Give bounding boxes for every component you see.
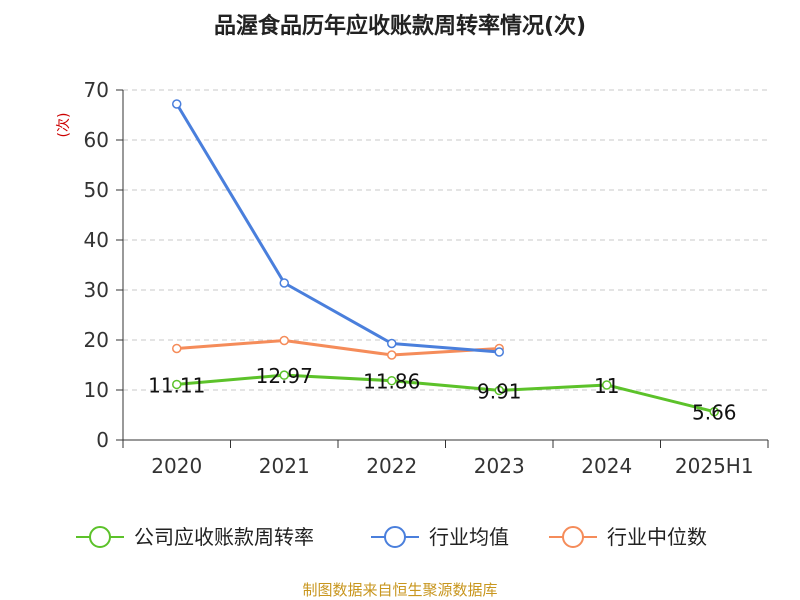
data-label: 11 bbox=[594, 374, 619, 398]
y-tick-label: 60 bbox=[84, 128, 109, 152]
data-point bbox=[172, 379, 182, 390]
y-tick-label: 10 bbox=[84, 378, 109, 402]
legend-label: 行业中位数 bbox=[607, 525, 707, 549]
y-tick-label: 20 bbox=[84, 328, 109, 352]
axes: 0 10 20 30 40 50 60 70 2020 2021 2022 2023 2024 2025H… bbox=[84, 78, 769, 478]
y-axis-label: (次) bbox=[56, 113, 72, 138]
legend: 公司应收账款周转率 行业均值 行业中位数 bbox=[76, 525, 707, 549]
series-line bbox=[176, 373, 715, 414]
x-tick-label: 2023 bbox=[474, 454, 525, 478]
legend-label: 行业均值 bbox=[429, 525, 509, 549]
data-label: 12.97 bbox=[256, 364, 313, 388]
legend-marker bbox=[384, 526, 406, 548]
data-point bbox=[494, 347, 504, 357]
y-tick-label: 30 bbox=[84, 278, 109, 302]
x-tick-label: 2024 bbox=[581, 454, 632, 478]
data-point bbox=[279, 335, 289, 346]
source-note: 制图数据来自恒生聚源数据库 bbox=[302, 581, 497, 599]
chart-title: 品渥食品历年应收账款周转率情况(次) bbox=[214, 13, 586, 39]
y-tick-label: 50 bbox=[84, 178, 109, 202]
series-line bbox=[175, 103, 500, 354]
legend-marker bbox=[562, 526, 584, 548]
data-point bbox=[387, 350, 397, 360]
data-point bbox=[602, 380, 612, 390]
y-tick-label: 40 bbox=[84, 228, 109, 252]
data-point bbox=[387, 338, 397, 349]
y-tick-label: 70 bbox=[84, 78, 109, 102]
x-tick-label: 2022 bbox=[366, 454, 417, 478]
data-label: 11.86 bbox=[363, 370, 420, 394]
data-label: 11.11 bbox=[148, 373, 205, 397]
legend-label: 公司应收账款周转率 bbox=[134, 525, 314, 549]
data-point bbox=[709, 406, 719, 417]
legend-item: 行业均值 bbox=[371, 525, 509, 549]
data-label: 9.91 bbox=[477, 379, 522, 403]
data-point bbox=[387, 375, 397, 386]
legend-marker bbox=[89, 526, 111, 548]
data-labels: 11.11 12.97 11.86 9.91 11 5.66 bbox=[148, 364, 736, 425]
legend-item: 公司应收账款周转率 bbox=[76, 525, 314, 549]
series-layer bbox=[172, 99, 719, 417]
x-tick-label: 2021 bbox=[259, 454, 310, 478]
data-point bbox=[172, 343, 182, 354]
data-label: 5.66 bbox=[692, 401, 737, 425]
x-tick-label: 2020 bbox=[151, 454, 202, 478]
data-point bbox=[279, 370, 289, 380]
y-tick-label: 0 bbox=[96, 428, 109, 452]
data-point bbox=[494, 385, 504, 396]
series-line bbox=[176, 339, 500, 357]
data-point bbox=[172, 99, 182, 109]
legend-item: 行业中位数 bbox=[549, 525, 707, 549]
data-point bbox=[279, 278, 289, 288]
x-tick-label: 2025H1 bbox=[675, 454, 754, 478]
